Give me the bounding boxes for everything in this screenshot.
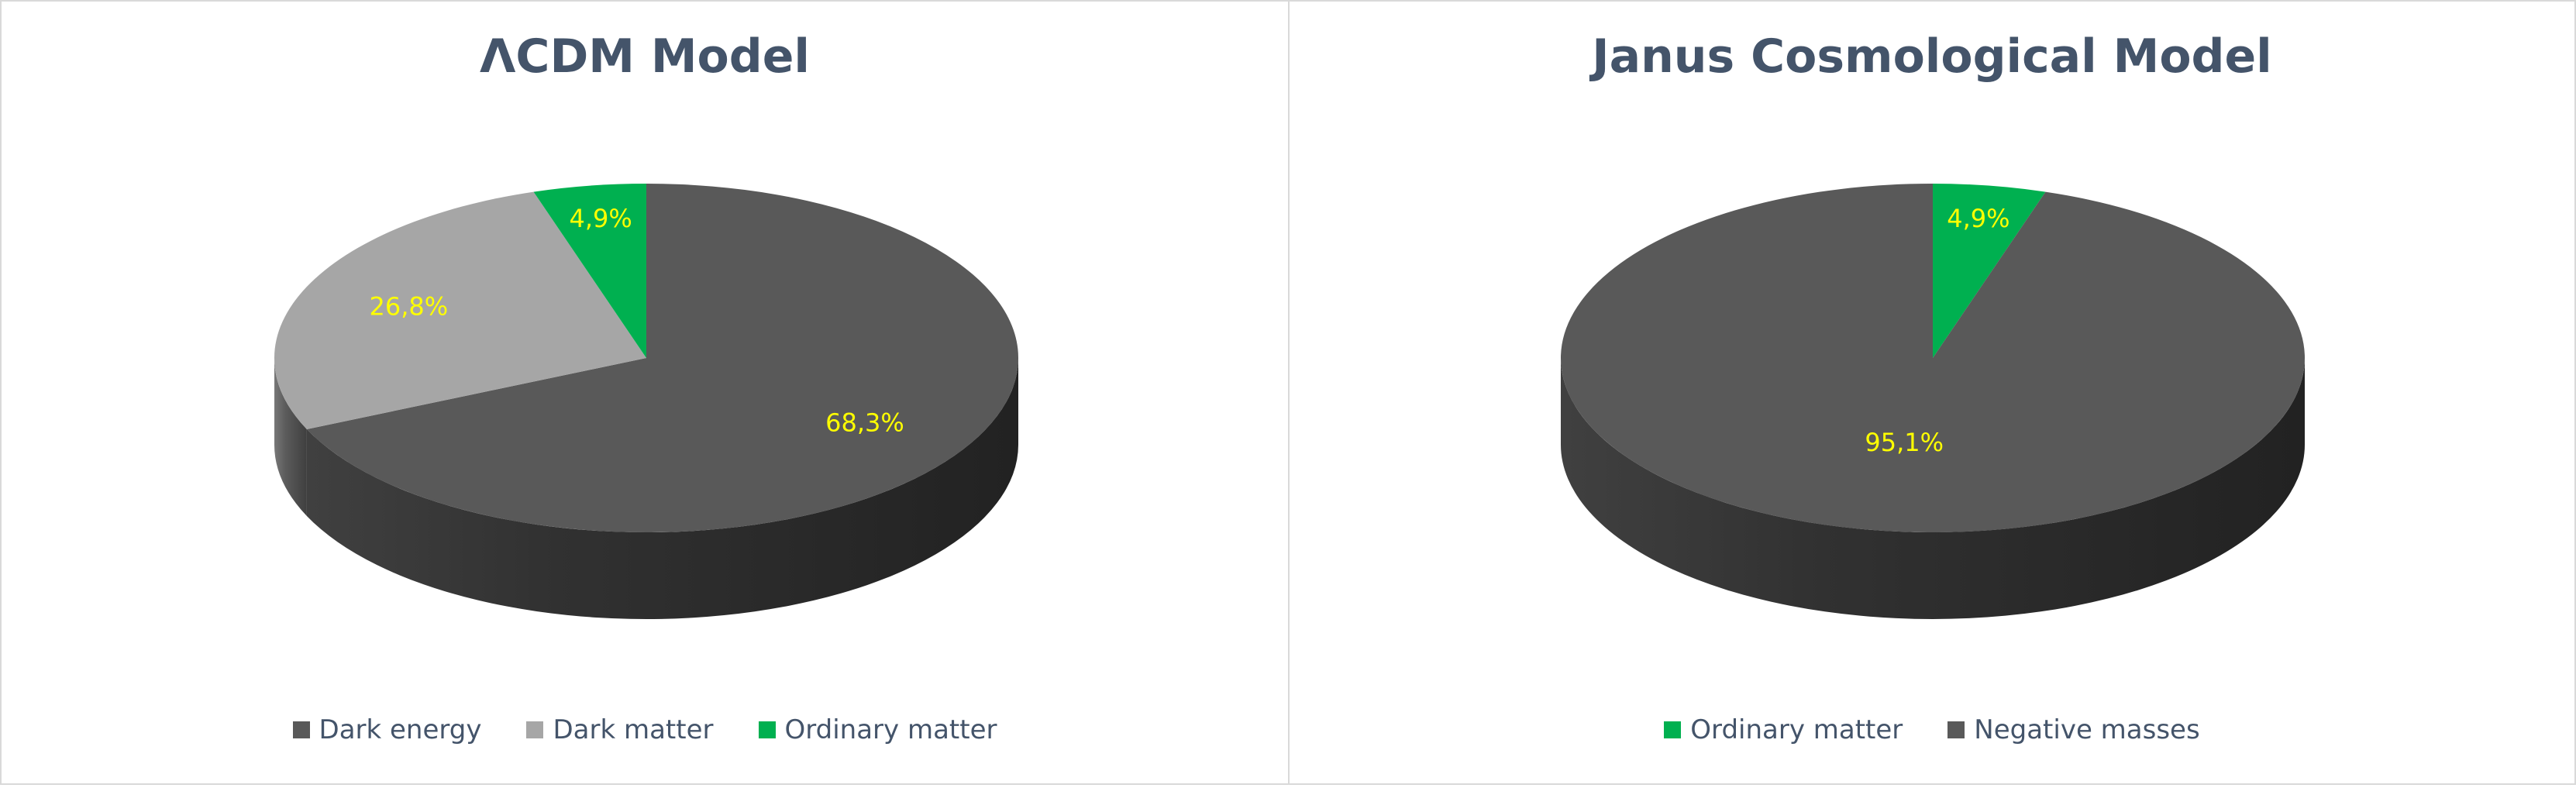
chart-title: Janus Cosmological Model: [1592, 29, 2272, 84]
legend-label: Negative masses: [1974, 714, 2200, 745]
legend-item-dark-energy: Dark energy: [292, 714, 482, 745]
pie-side-dark-matter: [274, 358, 307, 516]
legend-swatch: [292, 721, 310, 738]
legend-label: Dark energy: [319, 714, 482, 745]
data-label-ordinary-matter: 4,9%: [1947, 204, 2009, 233]
pie-side-negative-masses: [1561, 358, 2305, 619]
legend-item-ordinary-matter: Ordinary matter: [1664, 714, 1903, 745]
pie-slice-dark-matter: [274, 191, 646, 429]
chart-title: ΛCDM Model: [479, 29, 810, 84]
legend-item-dark-matter: Dark matter: [526, 714, 714, 745]
legend-label: Dark matter: [553, 714, 714, 745]
legend-swatch: [526, 721, 544, 738]
pie-side-dark-energy: [306, 358, 1018, 620]
pie-chart-janus: 4,9% 95,1%: [1561, 184, 2305, 619]
pie-slice-dark-energy: [306, 184, 1018, 533]
legend-item-ordinary-matter: Ordinary matter: [758, 714, 997, 745]
legend-swatch: [1947, 721, 1965, 738]
pie-slice-ordinary-matter: [1933, 184, 2046, 358]
legend-swatch: [758, 721, 776, 738]
data-label-dark-energy: 68,3%: [825, 408, 904, 438]
data-label-ordinary-matter: 4,9%: [569, 204, 632, 233]
legend-item-negative-masses: Negative masses: [1947, 714, 2200, 745]
chart-panel-lcdm: ΛCDM Model 68,3% 26,8% 4,9% Dark energy Da…: [0, 0, 1290, 785]
data-label-negative-masses: 95,1%: [1865, 428, 1944, 457]
data-label-dark-matter: 26,8%: [370, 292, 449, 322]
legend-swatch: [1664, 721, 1682, 738]
legend-label: Ordinary matter: [784, 714, 997, 745]
legend-label: Ordinary matter: [1690, 714, 1903, 745]
pie-slice-ordinary-matter: [533, 184, 646, 358]
pie-chart-lcdm: 68,3% 26,8% 4,9%: [274, 184, 1018, 620]
chart-panel-janus: Janus Cosmological Model 4,9% 95,1% Ordin…: [1288, 0, 2576, 785]
legend: Dark energy Dark matter Ordinary matter: [2, 714, 1288, 745]
pie-slice-negative-masses: [1561, 184, 2305, 532]
legend: Ordinary matter Negative masses: [1290, 714, 2574, 745]
